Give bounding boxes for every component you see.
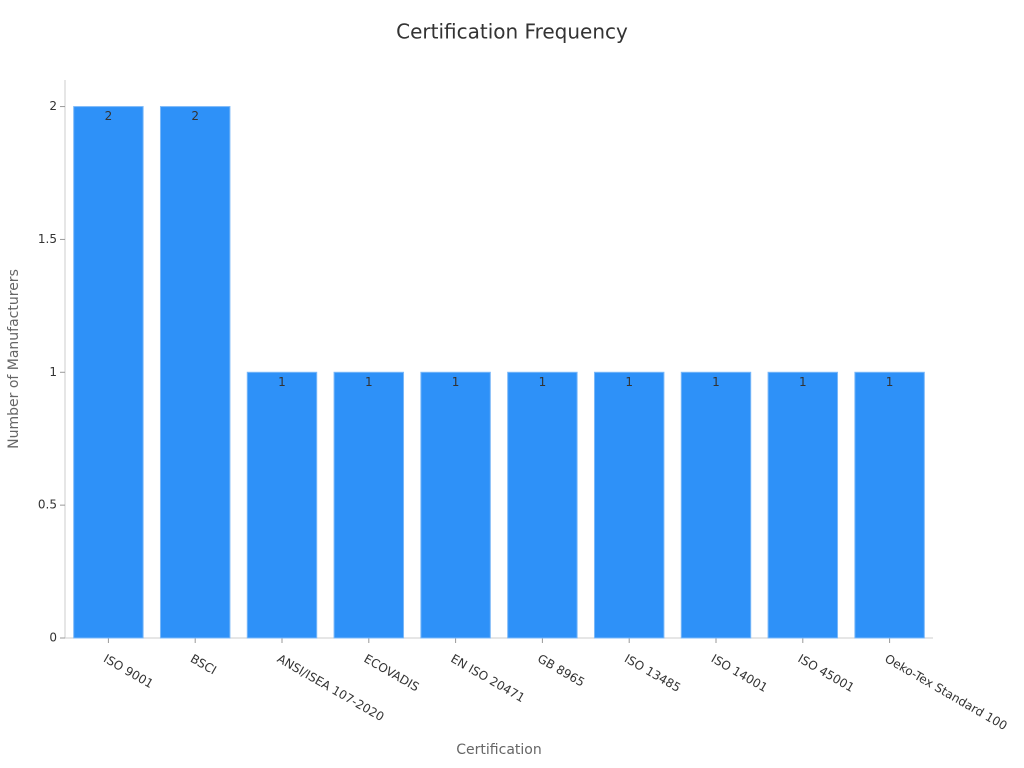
y-tick-label: 0 bbox=[49, 631, 57, 645]
data-label: 1 bbox=[886, 375, 894, 389]
data-label: 1 bbox=[452, 375, 460, 389]
bar bbox=[854, 371, 925, 639]
data-label: 2 bbox=[191, 109, 199, 123]
bar bbox=[507, 371, 578, 639]
y-tick-label: 1.5 bbox=[38, 232, 57, 246]
data-label: 1 bbox=[625, 375, 633, 389]
data-label: 1 bbox=[539, 375, 547, 389]
x-tick-label: BSCI bbox=[188, 652, 219, 678]
x-axis-title: Certification bbox=[456, 742, 541, 758]
y-tick-label: 0.5 bbox=[38, 498, 57, 512]
data-label: 1 bbox=[799, 375, 807, 389]
bar bbox=[73, 106, 144, 639]
data-label: 1 bbox=[278, 375, 286, 389]
bar bbox=[159, 106, 231, 639]
data-label: 1 bbox=[365, 375, 373, 389]
x-tick-label: ISO 9001 bbox=[101, 652, 156, 692]
x-tick-label: ISO 14001 bbox=[709, 652, 770, 695]
data-label: 2 bbox=[105, 109, 113, 123]
bar bbox=[680, 371, 752, 639]
bar bbox=[246, 371, 318, 639]
y-tick-label: 1 bbox=[49, 365, 57, 379]
x-tick-label: ISO 45001 bbox=[796, 652, 857, 695]
data-label: 1 bbox=[712, 375, 720, 389]
x-tick-label: ECOVADIS bbox=[362, 652, 422, 695]
y-axis-title: Number of Manufacturers bbox=[6, 269, 22, 449]
bar bbox=[593, 371, 665, 639]
chart-title: Certification Frequency bbox=[396, 20, 628, 44]
bar bbox=[767, 371, 839, 639]
x-tick-label: EN ISO 20471 bbox=[448, 652, 527, 706]
bar bbox=[420, 371, 491, 639]
bar bbox=[333, 371, 405, 639]
x-tick-label: Oeko-Tex Standard 100 bbox=[882, 652, 1009, 734]
x-tick-label: GB 8965 bbox=[535, 652, 587, 690]
x-tick-label: ISO 13485 bbox=[622, 652, 683, 695]
y-tick-label: 2 bbox=[49, 99, 57, 113]
